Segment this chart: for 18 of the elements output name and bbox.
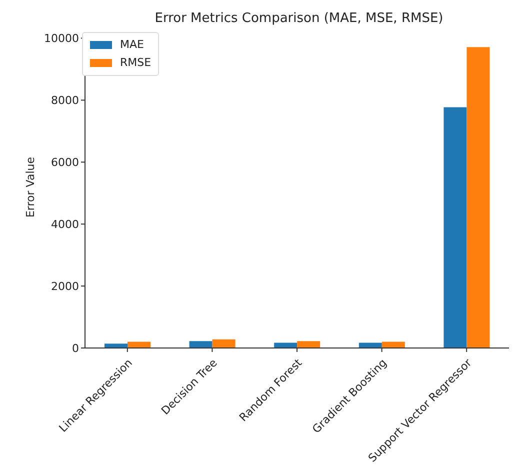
y-tick-label: 8000 [51,94,79,108]
y-tick-label: 2000 [51,280,79,293]
legend-label: MAE [120,37,144,53]
bar [274,342,298,348]
bar [212,339,236,348]
bar [444,107,467,348]
bar [189,341,212,348]
y-tick-label: 6000 [51,156,79,170]
bar [466,47,490,348]
bar [104,344,128,348]
y-axis-title: Error Value [24,157,37,218]
y-tick-label: 0 [72,342,79,355]
legend-label: RMSE [120,55,152,71]
y-tick-label: 10000 [44,32,79,46]
bar [358,342,382,348]
y-tick-label: 4000 [51,218,79,231]
chart-title: Error Metrics Comparison (MAE, MSE, RMSE) [154,11,444,26]
bar [297,341,320,348]
